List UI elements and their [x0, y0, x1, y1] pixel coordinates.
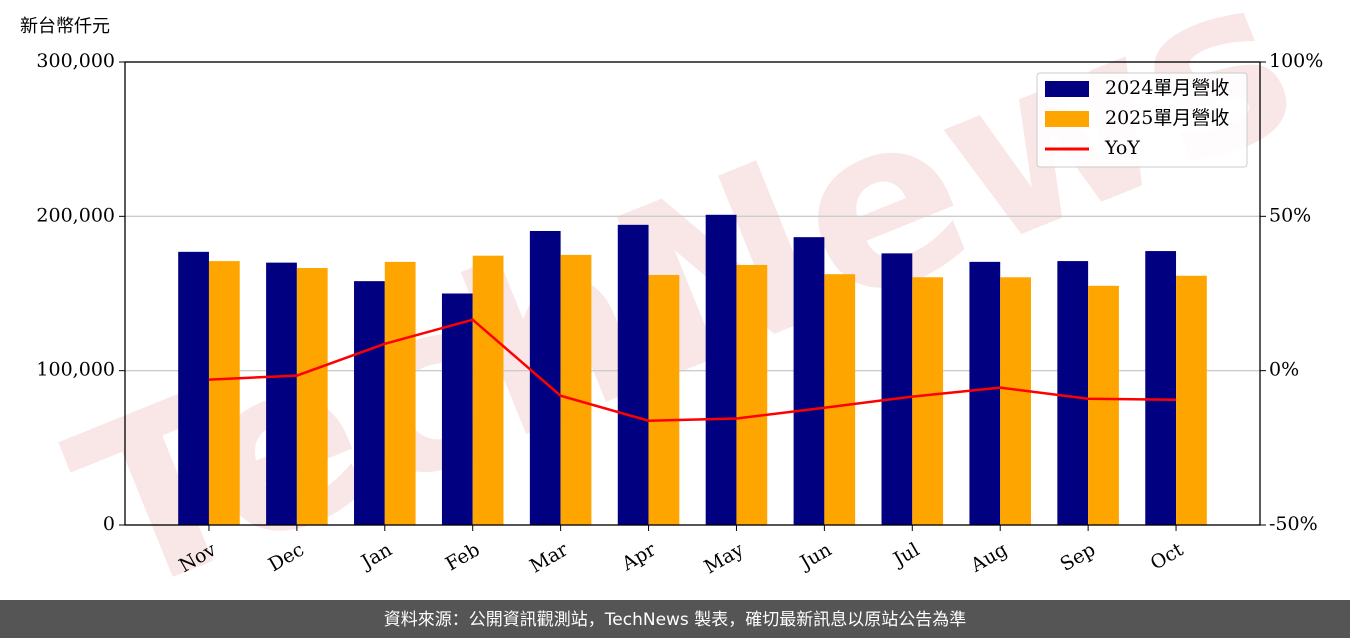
bar — [1145, 251, 1177, 525]
x-tick-label: May — [700, 538, 747, 578]
plot-frame — [124, 61, 1261, 526]
bar — [296, 268, 328, 525]
x-tick-label: Oct — [1147, 538, 1188, 574]
bar — [648, 274, 680, 525]
bar — [529, 230, 561, 525]
footer-band — [0, 600, 1350, 638]
legend-label: YoY — [1104, 137, 1140, 159]
x-tick-label: Aug — [966, 539, 1011, 578]
line — [208, 318, 1177, 422]
bar — [824, 274, 856, 525]
x-tick-label: Jul — [888, 539, 923, 572]
legend-label: 2024單月營收 — [1105, 77, 1229, 99]
x-tick-label: Jun — [795, 539, 836, 575]
y2-tick-label: 0% — [1269, 359, 1299, 381]
bar — [881, 253, 913, 525]
x-tick-label: Feb — [442, 539, 484, 576]
bar — [178, 251, 209, 525]
bar — [969, 261, 1001, 525]
y2-tick-label: 50% — [1269, 204, 1311, 226]
bar — [560, 254, 592, 525]
legend-box — [1036, 72, 1248, 168]
y-tick-label: 300,000 — [36, 50, 115, 72]
y-tick-label: 100,000 — [36, 359, 115, 381]
x-tick-label: Mar — [526, 538, 572, 577]
y-axis-label: 新台幣仟元 — [20, 16, 110, 37]
bar — [736, 264, 768, 525]
legend-swatch — [1045, 111, 1089, 127]
y-tick-label: 200,000 — [36, 204, 115, 226]
y-tick-label: 0 — [103, 513, 115, 535]
footer: 資料來源：公開資訊觀測站，TechNews 製表，確切最新訊息以原站公告為準 — [384, 610, 966, 630]
bar — [1088, 285, 1119, 525]
x-tick-label: Sep — [1057, 539, 1100, 576]
y2-tick-label: 100% — [1269, 50, 1323, 72]
bar — [208, 261, 240, 525]
bar — [617, 224, 649, 526]
bar — [472, 255, 504, 525]
bar — [793, 237, 825, 525]
x-tick-label: Apr — [617, 538, 660, 575]
bar — [354, 281, 385, 525]
y2-tick-label: -50% — [1269, 513, 1318, 535]
bar — [912, 277, 944, 525]
bar — [441, 293, 473, 525]
bar — [1057, 261, 1089, 525]
bar — [1176, 275, 1207, 525]
bar — [266, 262, 297, 525]
legend-swatch — [1045, 81, 1089, 97]
legend-label: 2025單月營收 — [1105, 107, 1229, 129]
bar — [384, 261, 416, 525]
bar — [705, 214, 737, 526]
bar — [1000, 277, 1031, 525]
